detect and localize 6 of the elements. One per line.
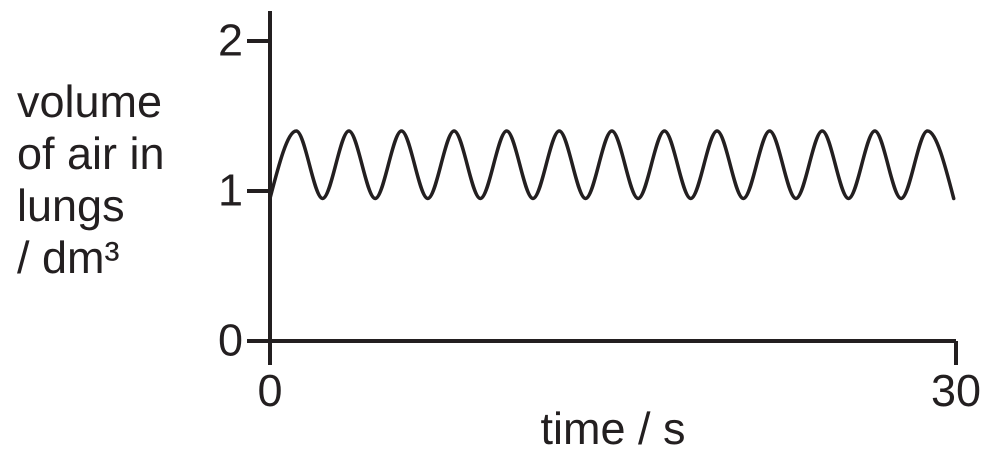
y-tick-label: 2 [218, 14, 243, 66]
y-axis-title: volume of air in lungs / dm³ [17, 76, 165, 283]
y-tick-label: 0 [218, 314, 243, 366]
y-tick-label: 1 [218, 164, 243, 216]
x-tick-label: 30 [930, 364, 982, 416]
x-axis-title: time / s [540, 403, 686, 454]
